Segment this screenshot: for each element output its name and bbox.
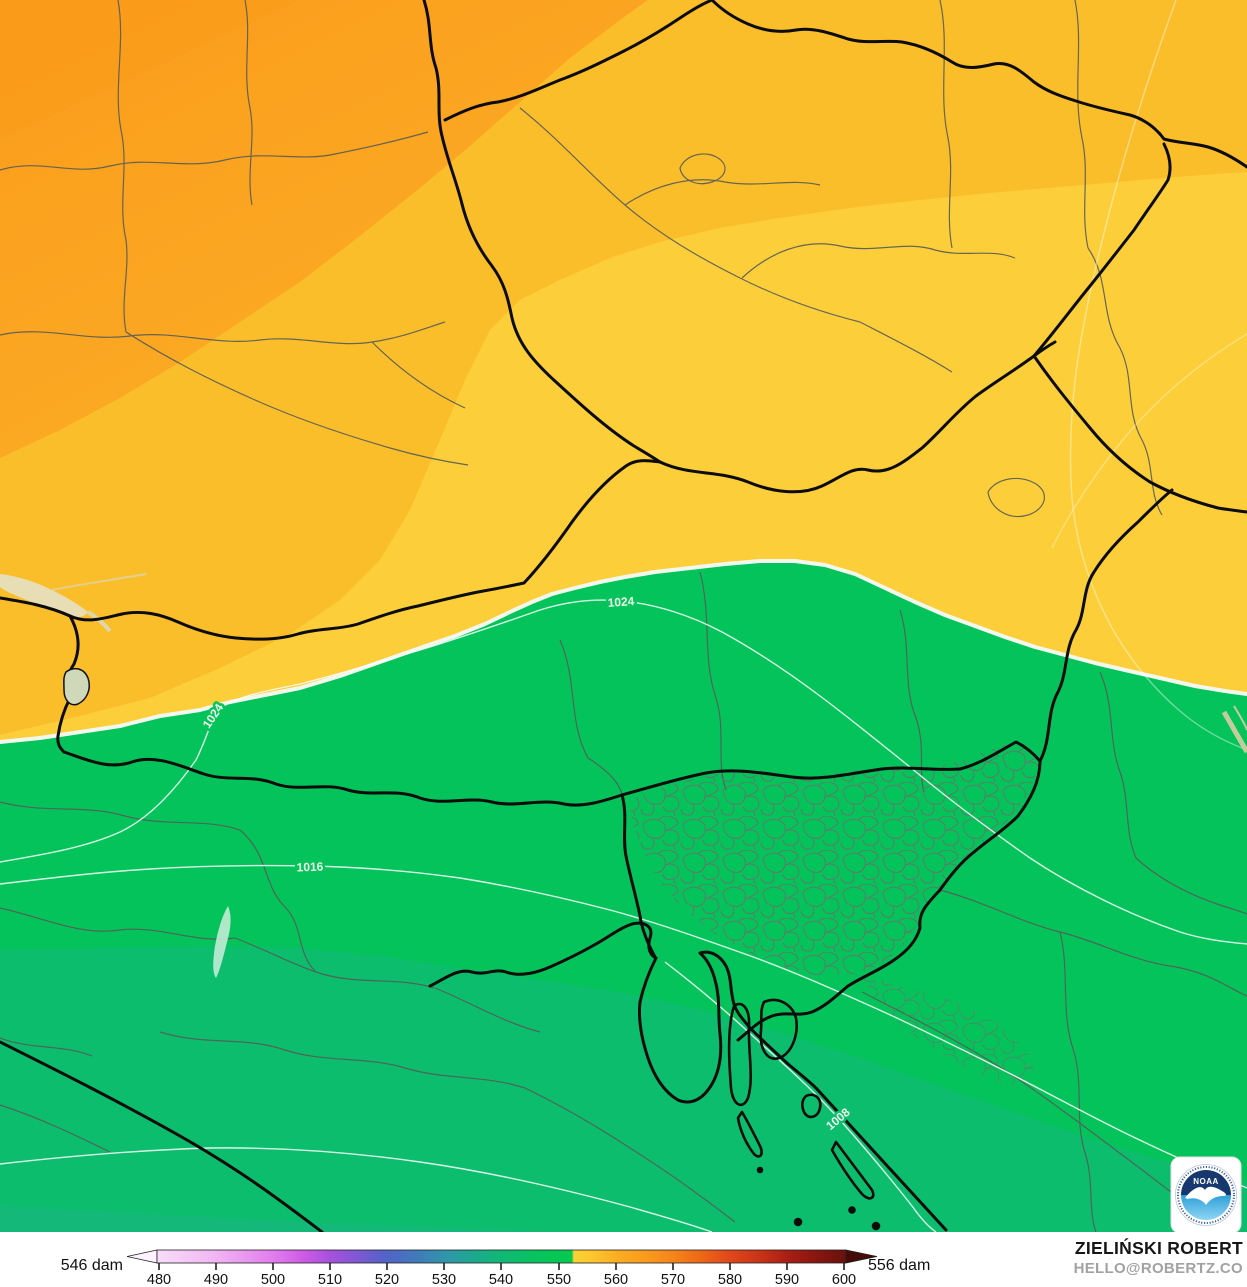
isobar-1016-line	[0, 864, 1247, 1189]
legend-left-arrow	[126, 1249, 158, 1264]
country-borders	[0, 0, 1247, 1232]
noaa-logo: NOAA	[1170, 1156, 1242, 1232]
border-slovenia-croatia	[736, 759, 1042, 1042]
color-scale-legend: 546 dam 556 dam 480 490 500 510 520 530 …	[61, 1249, 930, 1287]
border-czech-west	[422, 0, 662, 464]
isobar-1024-line	[0, 599, 1247, 945]
municipality-mesh	[630, 741, 1040, 976]
footer: 546 dam 556 dam 480 490 500 510 520 530 …	[0, 1232, 1247, 1287]
band-green-teal	[0, 946, 1247, 1232]
border-czech-slovakia	[1032, 142, 1172, 358]
noaa-bird-icon	[1185, 1186, 1227, 1205]
noaa-logo-sky	[1181, 1170, 1231, 1195]
island-krk	[759, 998, 798, 1060]
isobar-label-1024-east: 1024	[607, 594, 635, 610]
geopotential-height-map: 1024 1024 1016 1008 NOAA	[0, 0, 1247, 1232]
tick-530: 530	[432, 1272, 456, 1287]
border-slovakia-hungary	[1032, 354, 1247, 514]
island-pag	[830, 1140, 875, 1200]
border-austria-hungary	[1038, 488, 1174, 763]
island-rab	[800, 1093, 822, 1119]
adriatic-islands	[727, 998, 881, 1231]
legend-ticks	[158, 1263, 845, 1270]
border-slovenia-austria	[620, 740, 1042, 797]
coastline-venice-istria	[428, 921, 680, 1102]
isobar-lines	[0, 0, 1247, 1232]
band-yellow-light	[0, 172, 1247, 742]
tick-560: 560	[604, 1272, 628, 1287]
tick-520: 520	[375, 1272, 399, 1287]
legend-tick-labels: 480 490 500 510 520 530 540 550 560 570 …	[147, 1272, 856, 1287]
graticule-line-east	[1069, 0, 1247, 751]
border-czech-south	[658, 340, 1057, 494]
tick-580: 580	[718, 1272, 742, 1287]
tick-510: 510	[318, 1272, 342, 1287]
legend-right-arrow	[845, 1249, 878, 1264]
isobar-label-1016: 1016	[296, 860, 323, 875]
tan-river-streak	[1221, 705, 1247, 754]
liechtenstein-region	[63, 667, 90, 706]
border-italy-austria	[62, 750, 624, 807]
lake-constance	[0, 573, 147, 633]
coastline-istria-kvarner	[676, 950, 948, 1232]
border-italy-slovenia	[620, 793, 657, 959]
band-orange-darkest	[0, 0, 300, 140]
border-czech-north	[443, 0, 1247, 169]
legend-gradient-bar	[156, 1249, 847, 1264]
noaa-logo-sea	[1181, 1195, 1231, 1220]
legend-max-label: 556 dam	[868, 1257, 930, 1274]
lake-garda	[213, 906, 231, 978]
graticule-line-northeast	[1051, 333, 1247, 549]
credit-block: ZIELIŃSKI ROBERT HELLO@ROBERTZ.CO	[1074, 1238, 1243, 1279]
isobar-1008-line	[664, 961, 937, 1232]
isobar-1012-line	[0, 1147, 713, 1232]
credit-email: HELLO@ROBERTZ.CO	[1073, 1259, 1243, 1277]
island-losinj	[736, 1110, 763, 1158]
municipality-mesh-south	[860, 975, 1034, 1086]
tick-540: 540	[489, 1272, 513, 1287]
tick-500: 500	[261, 1272, 285, 1287]
height-contour-552	[0, 559, 1247, 744]
noaa-logo-ring-text	[1177, 1166, 1235, 1224]
band-green-deep	[0, 1206, 560, 1232]
band-orange-dark	[0, 0, 648, 458]
tick-590: 590	[775, 1272, 799, 1287]
tick-490: 490	[204, 1272, 228, 1287]
noaa-logo-text: NOAA	[1193, 1177, 1219, 1186]
border-apennine-diagonal	[0, 1040, 324, 1232]
tick-550: 550	[547, 1272, 571, 1287]
island-cres	[727, 1002, 753, 1107]
legend-min-label: 546 dam	[61, 1257, 123, 1274]
tick-570: 570	[661, 1272, 685, 1287]
border-germany-austria	[0, 459, 662, 641]
tick-480: 480	[147, 1272, 171, 1287]
credit-name: ZIELIŃSKI ROBERT	[1074, 1238, 1243, 1258]
tick-600: 600	[832, 1272, 856, 1287]
